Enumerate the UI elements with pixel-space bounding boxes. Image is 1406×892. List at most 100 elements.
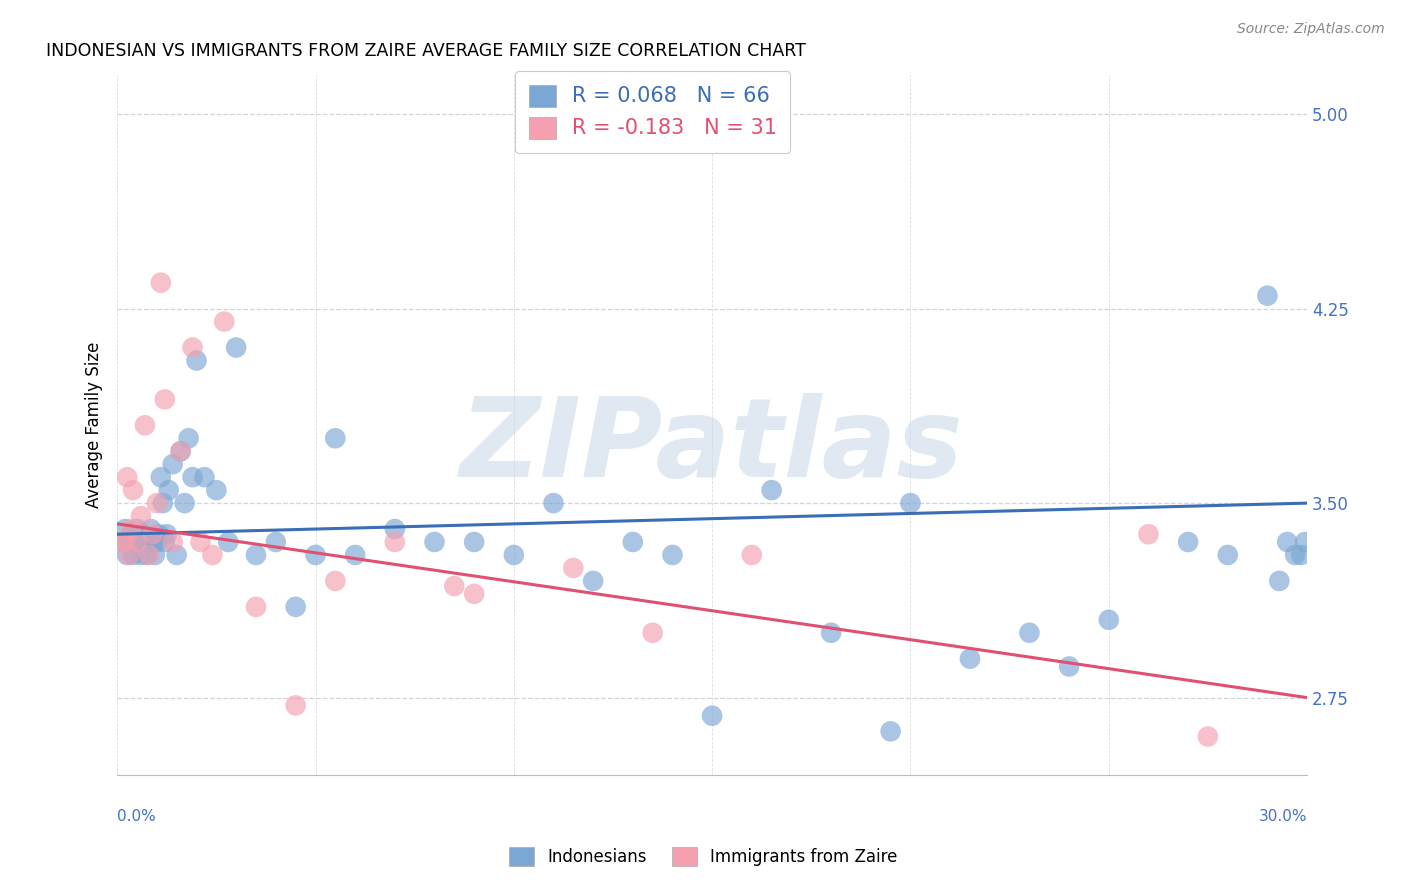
Point — [143, 548, 166, 562]
Point — [621, 535, 644, 549]
Point — [761, 483, 783, 497]
Point — [217, 535, 239, 549]
Point — [304, 548, 326, 562]
Point — [344, 548, 367, 562]
Point — [1294, 535, 1316, 549]
Point — [214, 315, 236, 329]
Point — [193, 470, 215, 484]
Point — [1289, 548, 1312, 562]
Point — [245, 599, 267, 614]
Legend: Indonesians, Immigrants from Zaire: Indonesians, Immigrants from Zaire — [501, 838, 905, 875]
Point — [384, 535, 406, 549]
Point — [959, 651, 981, 665]
Point — [138, 535, 160, 549]
Point — [148, 527, 170, 541]
Point — [1216, 548, 1239, 562]
Point — [138, 548, 160, 562]
Y-axis label: Average Family Size: Average Family Size — [86, 343, 103, 508]
Point — [120, 522, 142, 536]
Point — [463, 535, 485, 549]
Point — [879, 724, 901, 739]
Legend: R = 0.068   N = 66, R = -0.183   N = 31: R = 0.068 N = 66, R = -0.183 N = 31 — [515, 71, 790, 153]
Point — [166, 548, 188, 562]
Point — [120, 527, 142, 541]
Point — [153, 535, 176, 549]
Point — [122, 548, 145, 562]
Point — [1137, 527, 1160, 541]
Point — [325, 431, 347, 445]
Point — [142, 527, 165, 541]
Point — [139, 522, 162, 536]
Point — [186, 353, 208, 368]
Point — [169, 444, 191, 458]
Point — [264, 535, 287, 549]
Point — [156, 527, 179, 541]
Point — [225, 341, 247, 355]
Point — [162, 457, 184, 471]
Point — [149, 470, 172, 484]
Point — [152, 496, 174, 510]
Point — [115, 548, 138, 562]
Text: 0.0%: 0.0% — [117, 809, 156, 824]
Point — [1277, 535, 1299, 549]
Point — [741, 548, 763, 562]
Point — [700, 708, 723, 723]
Point — [641, 625, 664, 640]
Point — [562, 561, 585, 575]
Point — [661, 548, 683, 562]
Point — [582, 574, 605, 588]
Point — [118, 535, 141, 549]
Point — [114, 535, 136, 549]
Point — [128, 535, 150, 549]
Point — [820, 625, 842, 640]
Point — [146, 535, 169, 549]
Point — [181, 341, 204, 355]
Point — [181, 470, 204, 484]
Point — [245, 548, 267, 562]
Point — [502, 548, 524, 562]
Text: ZIPatlas: ZIPatlas — [460, 392, 965, 500]
Point — [1057, 659, 1080, 673]
Point — [1268, 574, 1291, 588]
Point — [115, 470, 138, 484]
Point — [153, 392, 176, 407]
Point — [125, 522, 148, 536]
Point — [1177, 535, 1199, 549]
Point — [146, 496, 169, 510]
Point — [201, 548, 224, 562]
Point — [1284, 548, 1306, 562]
Point — [124, 535, 146, 549]
Point — [384, 522, 406, 536]
Point — [136, 548, 159, 562]
Point — [129, 509, 152, 524]
Text: Source: ZipAtlas.com: Source: ZipAtlas.com — [1237, 22, 1385, 37]
Point — [112, 535, 135, 549]
Point — [169, 444, 191, 458]
Point — [134, 535, 156, 549]
Point — [122, 483, 145, 497]
Text: INDONESIAN VS IMMIGRANTS FROM ZAIRE AVERAGE FAMILY SIZE CORRELATION CHART: INDONESIAN VS IMMIGRANTS FROM ZAIRE AVER… — [46, 42, 806, 60]
Point — [129, 548, 152, 562]
Point — [284, 599, 307, 614]
Point — [325, 574, 347, 588]
Point — [1018, 625, 1040, 640]
Point — [190, 535, 212, 549]
Point — [463, 587, 485, 601]
Point — [142, 535, 165, 549]
Point — [149, 276, 172, 290]
Point — [177, 431, 200, 445]
Point — [134, 418, 156, 433]
Point — [205, 483, 228, 497]
Point — [132, 527, 155, 541]
Point — [112, 535, 135, 549]
Point — [157, 483, 180, 497]
Point — [443, 579, 465, 593]
Point — [162, 535, 184, 549]
Point — [423, 535, 446, 549]
Point — [173, 496, 195, 510]
Text: 30.0%: 30.0% — [1258, 809, 1308, 824]
Point — [1256, 288, 1278, 302]
Point — [114, 522, 136, 536]
Point — [284, 698, 307, 713]
Point — [118, 548, 141, 562]
